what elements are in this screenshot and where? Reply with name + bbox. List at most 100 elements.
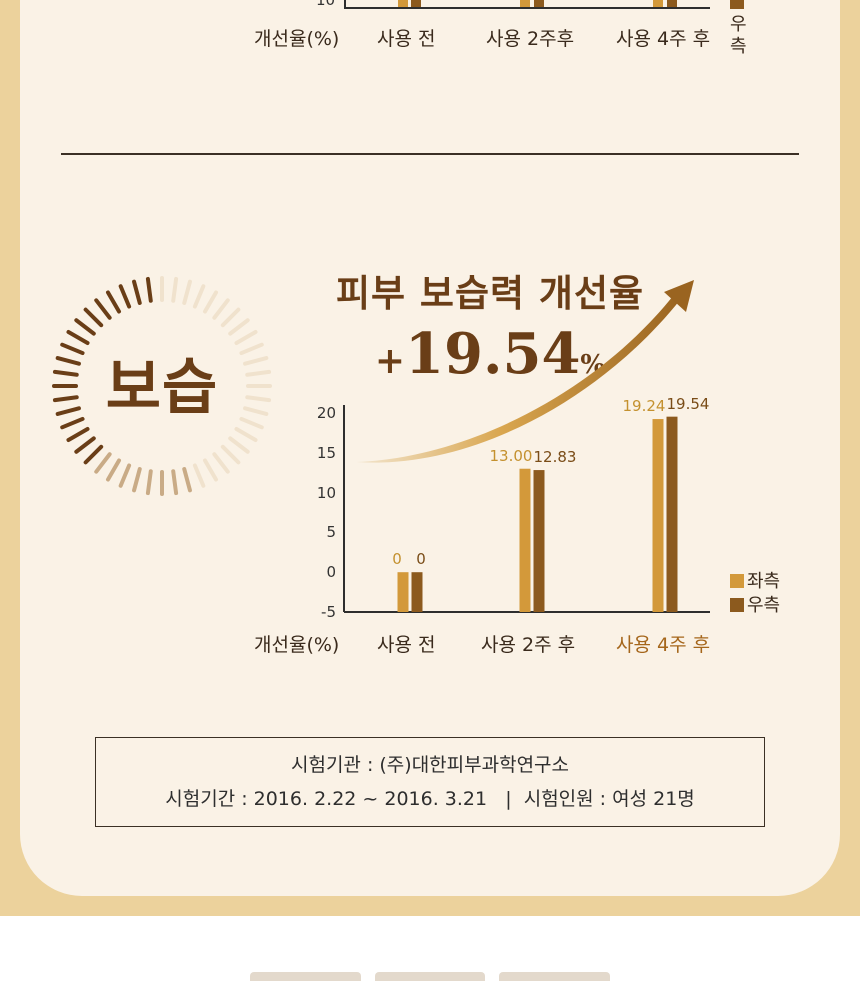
top-chart-legend-item: 우측 (730, 0, 747, 58)
top-chart-bar (534, 0, 544, 7)
legend-swatch (730, 574, 744, 588)
legend-label: 우측 (730, 14, 747, 57)
improvement-value: +19.54% (370, 320, 610, 402)
top-chart-bar (411, 0, 421, 7)
badge-ray (245, 395, 272, 403)
badge-ray (52, 395, 79, 403)
y-tick-label: 10 (316, 483, 336, 502)
badge-ray (182, 279, 192, 305)
test-info-box: 시험기관 : (주)대한피부과학연구소 시험기간 : 2016. 2.22 ~ … (95, 737, 765, 827)
chart-bar (652, 419, 664, 612)
badge-ray (66, 330, 90, 345)
legend-label: 우측 (747, 595, 781, 616)
badge-ray (243, 356, 269, 366)
badge-ray (83, 444, 104, 465)
legend-swatch (730, 598, 744, 612)
top-chart-x-axis (344, 7, 710, 9)
x-axis-title: 개선율(%) (254, 634, 340, 656)
badge-ray (182, 467, 192, 493)
data-label: 13.00 (489, 446, 533, 465)
peek-fragment (250, 972, 361, 981)
trend-arrow-icon (356, 296, 680, 463)
legend-label: 좌측 (747, 571, 781, 592)
badge-ray (94, 298, 112, 320)
improvement-number: 19.54 (405, 321, 581, 387)
badge-ray (55, 356, 81, 366)
badge-ray (118, 463, 132, 488)
legend-item: 좌측 (730, 571, 780, 593)
legend-swatch (730, 0, 744, 9)
top-chart-bar (520, 0, 530, 7)
chart-bar (411, 572, 423, 612)
badge-ray (212, 298, 230, 320)
badge-ray (55, 406, 81, 416)
trend-arrow-head-icon (664, 280, 694, 312)
badge-ray (74, 318, 96, 336)
test-institution: 시험기관 : (주)대한피부과학연구소 (290, 754, 570, 776)
top-chart-bar (398, 0, 408, 7)
data-label: 12.83 (533, 448, 577, 467)
badge-ray (192, 463, 206, 488)
badge-label: 보습 (105, 353, 219, 423)
chart-bar (397, 572, 409, 612)
badge-ray (171, 469, 179, 496)
badge-ray (94, 452, 112, 474)
headline-title: 피부 보습력 개선율 (335, 271, 645, 315)
x-category-label: 사용 2주 후 (481, 634, 576, 656)
badge-ray (239, 342, 264, 356)
badge-ray (171, 276, 179, 303)
test-period: 시험기간 : 2016. 2.22 ~ 2016. 3.21 | 시험인원 : … (165, 788, 695, 810)
badge-ray (60, 342, 85, 356)
badge-ray (66, 427, 90, 442)
top-chart-bar (667, 0, 677, 7)
badge-ray (212, 452, 230, 474)
badge-ray (74, 436, 96, 454)
badge-ray (83, 307, 104, 328)
top-chart-xlabel: 사용 4주 후 (616, 28, 711, 50)
badge-ray (234, 330, 258, 345)
y-tick-label: 15 (316, 443, 336, 462)
badge-ray (220, 307, 241, 328)
badge-ray (145, 469, 153, 496)
plus-sign: + (374, 340, 406, 382)
badge-ray (106, 290, 121, 314)
x-category-label: 사용 4주 후 (616, 634, 711, 656)
top-chart-y-axis (344, 0, 346, 9)
top-chart-xlabel: 사용 2주후 (486, 28, 575, 50)
badge-ray (234, 427, 258, 442)
badge-ray (245, 369, 272, 377)
badge-ray (132, 467, 142, 493)
data-label: 0 (416, 550, 426, 569)
legend-item: 우측 (730, 595, 780, 617)
data-label: 19.24 (622, 397, 666, 416)
data-label: 0 (392, 550, 402, 569)
badge-ray (132, 279, 142, 305)
badge-ray (228, 318, 250, 336)
badge-ray (203, 458, 218, 482)
badge-ray (228, 436, 250, 454)
content-panel (20, 0, 840, 896)
badge-ray (118, 284, 132, 309)
badge-ray (192, 284, 206, 309)
top-chart-bar (653, 0, 663, 7)
section-divider (61, 153, 799, 155)
y-tick-label: -5 (321, 603, 336, 621)
badge-ray (106, 458, 121, 482)
x-category-label: 사용 전 (377, 634, 436, 656)
badge-ray (145, 276, 153, 303)
badge-ray (239, 416, 264, 430)
data-label: 19.54 (666, 394, 710, 413)
next-section-peek (250, 972, 611, 981)
badge-ray (60, 416, 85, 430)
badge-ray (243, 406, 269, 416)
top-chart-ytick: 10 (316, 0, 336, 9)
badge-ray (52, 369, 79, 377)
y-tick-label: 20 (316, 404, 336, 422)
chart-bar (533, 470, 545, 612)
peek-fragment (499, 972, 611, 981)
top-chart-xlabel: 사용 전 (377, 28, 436, 50)
y-tick-label: 0 (326, 563, 336, 582)
chart-bar (666, 416, 678, 612)
chart-bar (519, 468, 531, 612)
